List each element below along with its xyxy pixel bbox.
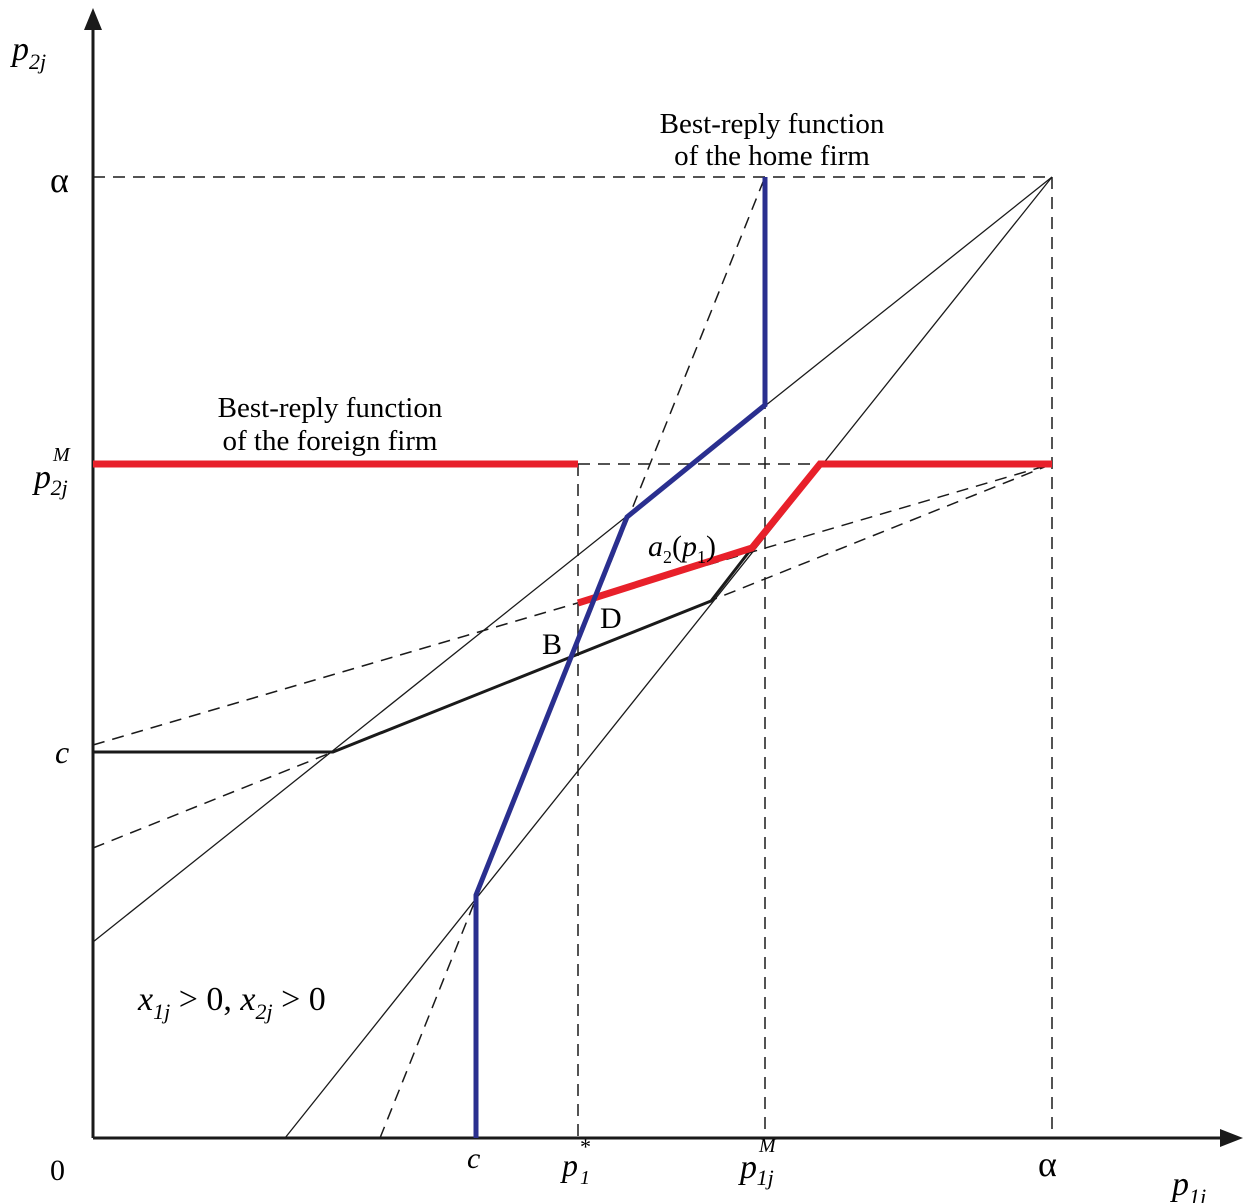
- thin-solid-lines: [92, 176, 1053, 1139]
- point-b-label: B: [542, 628, 562, 661]
- foreign-firm-label-line1: Best-reply function: [218, 392, 443, 424]
- origin-label: 0: [50, 1154, 65, 1187]
- diagonal-line-lower: [284, 176, 1053, 1139]
- lower-flat-dashed-line: [92, 463, 1053, 849]
- a2-function-label: a2(p1): [648, 530, 716, 567]
- x-tick-p1jM: pM 1j: [738, 1135, 777, 1190]
- diagonal-line-upper: [92, 176, 1053, 943]
- home-best-reply: [473, 177, 768, 1138]
- x-tick-p1star: p* 1: [560, 1134, 590, 1189]
- home-firm-label-line1: Best-reply function: [660, 108, 885, 140]
- home-firm-label-line2: of the home firm: [674, 140, 870, 172]
- black-reply-curve: [93, 547, 754, 754]
- y-tick-alpha: α: [50, 160, 69, 200]
- point-d-label: D: [600, 602, 622, 635]
- x-tick-c: c: [467, 1142, 480, 1175]
- x-axis-arrow: [1220, 1129, 1243, 1147]
- y-axis-arrow: [84, 8, 102, 30]
- y-tick-c: c: [55, 734, 69, 770]
- x-axis-label: p1j: [1170, 1166, 1206, 1203]
- foreign-reply-right-segment: [576, 460, 1052, 607]
- positive-quantity-region-label: x1j > 0, x2j > 0: [137, 981, 326, 1024]
- foreign-firm-label-line2: of the foreign firm: [222, 425, 437, 457]
- y-tick-p2jM: pM 2j: [32, 444, 71, 500]
- upper-flat-dashed-line: [92, 463, 1053, 746]
- axes: [84, 8, 1243, 1147]
- y-axis-label: p2j: [10, 31, 46, 74]
- steep-dashed-line: [379, 176, 766, 1139]
- x-tick-alpha: α: [1038, 1144, 1057, 1184]
- foreign-best-reply: [93, 460, 1052, 607]
